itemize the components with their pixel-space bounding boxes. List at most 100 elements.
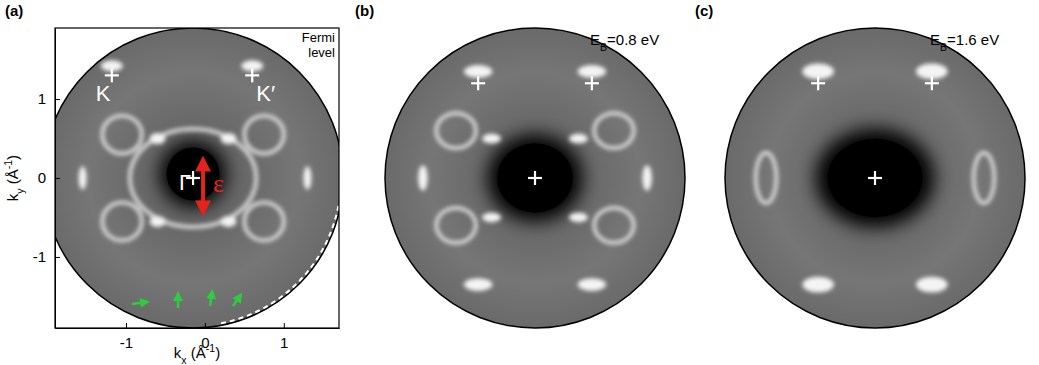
high-symmetry-point [105,68,119,82]
point-label: K [96,81,111,106]
high-symmetry-point [245,68,259,82]
ring [436,208,475,243]
bright-spot [150,133,166,144]
dark-center [816,129,934,227]
bright-spot [418,165,427,190]
energy-label-part: =1.6 eV [947,31,999,48]
corner-label: Fermi [302,30,335,45]
ring [244,202,283,240]
detector-outline [55,28,339,328]
y-axis-title-part: (Å [4,169,21,188]
y-axis-title: ky (Å-1) [2,155,26,201]
tick-label: -1 [33,248,46,265]
point-label: K′ [256,81,275,106]
intensity-map [418,65,652,291]
plot-frame [55,28,339,328]
ring [756,153,777,204]
bright-spot [578,65,606,78]
ring [102,116,141,154]
bright-spot [578,278,606,291]
ring [594,208,633,243]
tick-mark [205,323,206,328]
tick: 1 [280,323,288,351]
bright-spot [464,278,492,291]
corner-label: level [308,45,335,60]
x-axis-title-part: -1 [206,342,215,354]
energy-label: EB=0.8 eV [590,31,659,53]
panel: (c) EB=1.6 eV [695,2,1025,328]
ring [594,113,633,148]
point-label: Γ [179,170,191,195]
panel-label: (c) [695,2,713,19]
plot-area [55,28,339,328]
plot-area [385,28,685,328]
tick: 0 [38,169,60,186]
bright-spot [802,277,834,293]
energy-label: EB=1.6 eV [930,31,999,53]
bright-spot [569,213,588,222]
figure: -101-101kx (Å-1)ky (Å-1)FermilevelεKK′Γ(… [0,0,1039,365]
ring [974,153,995,204]
green-arrow [177,295,180,308]
tick-label: -1 [120,334,133,351]
bright-spot [464,65,492,78]
tick-label: 1 [38,90,46,107]
cross-v [251,68,253,82]
detector-area [55,28,339,328]
detector-outline [385,28,685,328]
cross-v [591,76,593,90]
tick-mark [126,323,127,328]
features [756,64,994,293]
tick: 1 [38,90,60,107]
cross-v [192,171,194,185]
dark-center [160,141,226,207]
ring [102,202,141,240]
plot-area [725,28,1025,328]
bright-spot [221,216,237,227]
panel: (b)EB=0.8 eV [355,2,685,328]
tick-mark [284,323,285,328]
bright-spot [482,213,501,222]
x-axis-title: kx (Å-1) [174,342,220,365]
green-arrow [132,302,146,304]
intensity-map [79,60,312,240]
high-symmetry-point [868,171,882,185]
y-axis-title-part: ) [4,155,21,160]
y-axis-title-part: -1 [2,160,14,169]
cross-v [111,68,113,82]
features [79,60,312,240]
bright-spot [642,165,651,190]
energy-label-part: =0.8 eV [607,31,659,48]
high-symmetry-point [585,76,599,90]
cross-v [931,76,933,90]
high-symmetry-point [811,76,825,90]
high-symmetry-point [528,171,542,185]
energy-label-part: E [590,31,600,48]
bright-spot [79,166,87,190]
cross-v [874,171,876,185]
cross-v [477,76,479,90]
ring [130,129,256,227]
bright-spot [304,166,312,190]
y-axis: -1 0 1 [33,29,60,329]
high-symmetry-point [925,76,939,90]
ring [436,113,475,148]
energy-label-part: B [940,41,947,53]
dark-center-core [497,143,573,212]
detector-area [385,28,685,328]
bright-spot [569,134,588,143]
tick-mark [55,178,60,179]
cross-v [817,76,819,90]
dark-center [488,135,583,222]
cross-v [534,171,536,185]
tick: -1 [120,323,133,351]
bright-spot [221,133,237,144]
axis-line [56,328,340,329]
polarization-label: ε [213,169,224,198]
dark-center-core [167,148,220,201]
green-arrow [233,296,240,306]
energy-label-part: E [930,31,940,48]
dark-center-core [828,139,923,217]
x-axis-title-part: (Å [187,344,206,361]
detector-area [725,28,1025,328]
